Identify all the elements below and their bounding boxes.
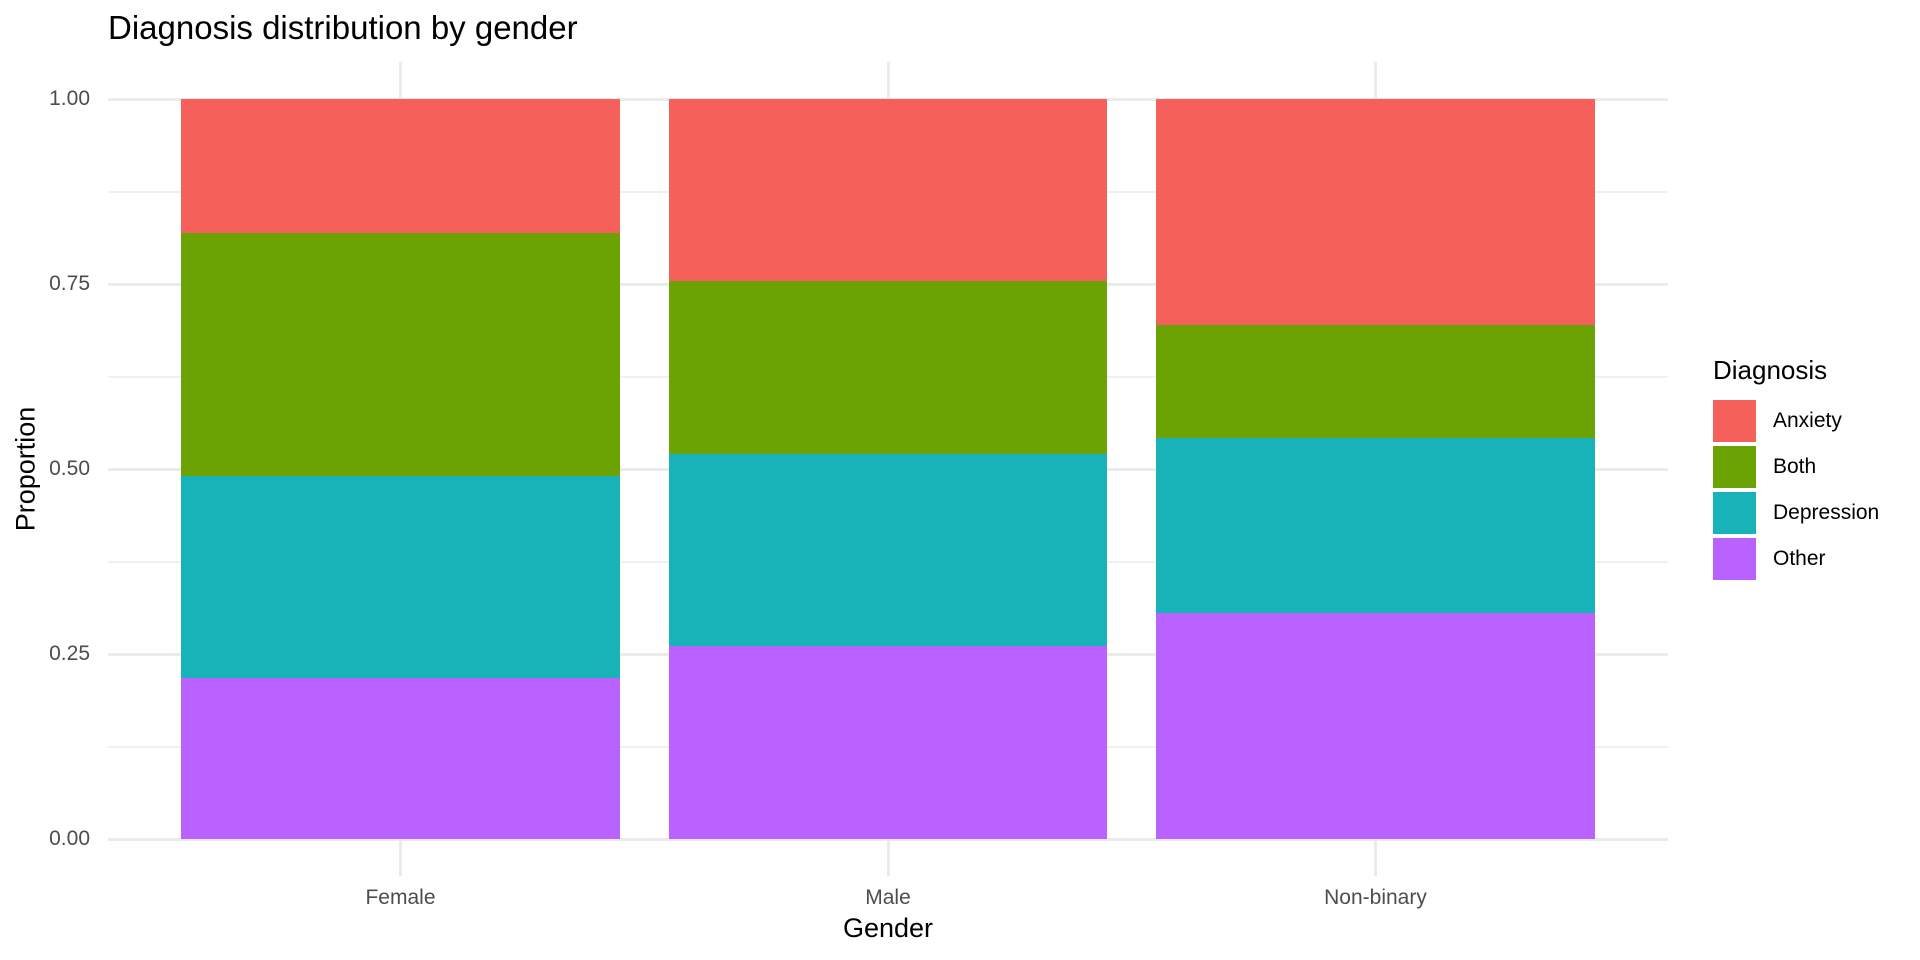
legend-label: Anxiety xyxy=(1773,409,1842,432)
plot-panel xyxy=(108,62,1668,876)
legend-swatch xyxy=(1713,492,1756,534)
y-tick-label: 0.50 xyxy=(49,457,90,480)
bar-segment-male-both xyxy=(668,281,1108,455)
y-axis-label: Proportion xyxy=(10,406,41,532)
y-tick-label: 0.25 xyxy=(49,642,90,665)
legend-label: Depression xyxy=(1773,501,1880,524)
legend-swatch xyxy=(1713,538,1756,580)
x-axis-label: Gender xyxy=(842,913,934,943)
bar-segment-female-both xyxy=(181,232,620,476)
legend-item-both: Both xyxy=(1713,446,1816,488)
bar-segment-female-anxiety xyxy=(181,99,620,233)
legend-item-other: Other xyxy=(1713,538,1826,580)
y-tick-label: 0.75 xyxy=(49,272,90,295)
bar-segment-male-anxiety xyxy=(668,99,1108,282)
chart-title: Diagnosis distribution by gender xyxy=(108,9,578,46)
bar-segment-non-binary-both xyxy=(1156,324,1595,438)
legend-item-anxiety: Anxiety xyxy=(1713,400,1842,442)
bar-segment-male-depression xyxy=(668,454,1108,646)
x-tick-label: Male xyxy=(865,886,911,909)
legend-label: Other xyxy=(1773,547,1826,570)
legend-label: Both xyxy=(1773,455,1817,478)
legend: Diagnosis Anxiety Both Depression Other xyxy=(1713,355,1879,580)
bar-segment-non-binary-anxiety xyxy=(1156,99,1595,325)
x-tick-label: Non-binary xyxy=(1324,886,1427,909)
legend-swatch xyxy=(1713,446,1756,488)
legend-title: Diagnosis xyxy=(1713,355,1828,385)
bar-segment-male-other xyxy=(668,645,1108,839)
bar-segment-female-other xyxy=(181,677,620,839)
y-tick-label: 1.00 xyxy=(49,87,90,110)
bar-segment-non-binary-other xyxy=(1156,613,1595,839)
x-tick-label: Female xyxy=(365,886,436,909)
legend-swatch xyxy=(1713,400,1756,442)
bar-segment-non-binary-depression xyxy=(1156,437,1595,614)
y-tick-label: 0.00 xyxy=(49,827,90,850)
bar-segment-female-depression xyxy=(181,475,620,678)
legend-item-depression: Depression xyxy=(1713,492,1879,534)
